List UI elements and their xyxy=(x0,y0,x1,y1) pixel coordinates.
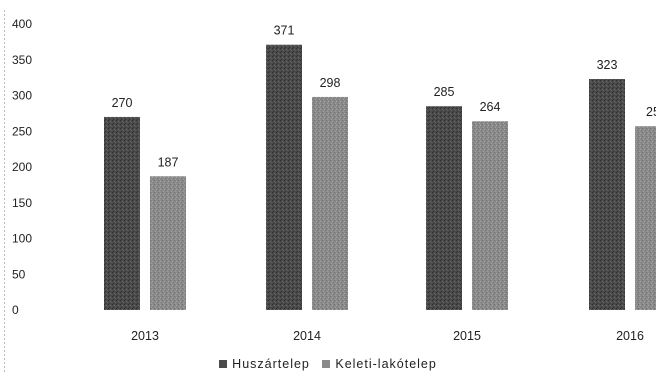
legend-swatch-series-2 xyxy=(322,360,331,368)
legend-item-series-2: Keleti-lakótelep xyxy=(322,357,436,371)
y-tick-label: 350 xyxy=(12,53,32,67)
data-label: 298 xyxy=(320,76,341,90)
bar-series-1-2015 xyxy=(426,106,462,310)
data-label: 187 xyxy=(158,155,179,169)
y-tick-label: 250 xyxy=(12,124,32,138)
data-label: 285 xyxy=(434,85,455,99)
x-tick-label: 2016 xyxy=(616,329,644,343)
legend-label-series-2: Keleti-lakótelep xyxy=(335,357,437,371)
legend-swatch-series-1 xyxy=(219,360,228,368)
bar-series-2-2015 xyxy=(472,121,508,311)
bar-series-1-2014 xyxy=(266,44,302,311)
bars xyxy=(104,44,656,311)
y-tick-label: 150 xyxy=(12,196,32,210)
x-axis-labels: 2013 2014 2015 2016 xyxy=(131,329,644,343)
bar-series-2-2013 xyxy=(150,176,186,310)
x-tick-label: 2014 xyxy=(293,329,321,343)
data-label: 270 xyxy=(112,96,133,110)
x-tick-label: 2013 xyxy=(131,329,159,343)
legend: Huszártelep Keleti-lakótelep xyxy=(0,357,656,371)
y-tick-label: 100 xyxy=(12,232,32,246)
bar-series-2-2014 xyxy=(312,96,348,311)
data-labels: 270 371 285 323 187 298 264 25 xyxy=(112,24,656,170)
data-label: 323 xyxy=(597,58,618,72)
y-tick-label: 400 xyxy=(12,17,32,31)
y-tick-label: 300 xyxy=(12,89,32,103)
bar-series-1-2013 xyxy=(104,116,140,310)
x-tick-label: 2015 xyxy=(453,329,481,343)
legend-item-series-1: Huszártelep xyxy=(219,357,310,371)
data-label: 371 xyxy=(274,24,295,38)
y-axis-ticks: 0 50 100 150 200 250 300 350 400 xyxy=(12,17,32,317)
data-label: 264 xyxy=(480,100,501,114)
y-tick-label: 0 xyxy=(12,303,19,317)
data-label: 25 xyxy=(646,105,656,119)
y-tick-label: 200 xyxy=(12,160,32,174)
bar-series-1-2016 xyxy=(589,79,625,311)
bar-series-2-2016 xyxy=(635,126,656,311)
legend-label-series-1: Huszártelep xyxy=(232,357,310,371)
y-tick-label: 50 xyxy=(12,267,26,281)
